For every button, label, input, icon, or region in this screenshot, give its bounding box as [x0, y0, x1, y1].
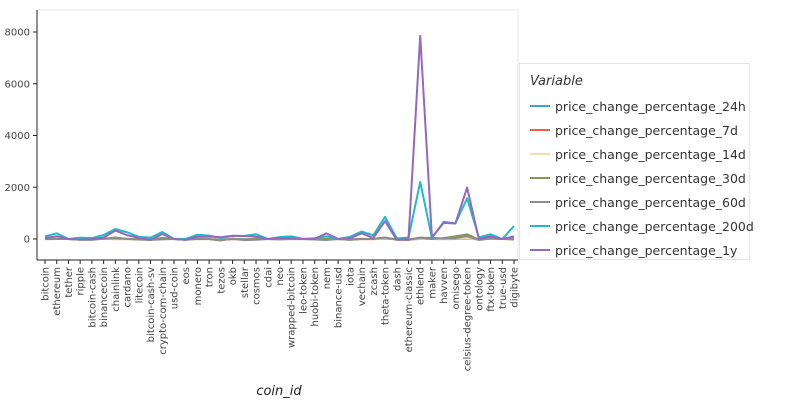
legend-item[interactable]: price_change_percentage_7d: [530, 120, 738, 140]
x-tick-label: huobi-token: [310, 267, 321, 327]
legend-swatch: [530, 249, 550, 251]
x-tick-label: celsius-degree-token: [463, 267, 474, 371]
legend-swatch: [530, 225, 550, 227]
x-tick-label: bitcoin-cash: [87, 267, 98, 328]
x-tick-label: zcash: [369, 267, 380, 295]
legend-swatch: [530, 105, 550, 107]
legend-swatch: [530, 201, 550, 203]
x-tick-label: tron: [205, 267, 216, 287]
x-tick-label: litecoin: [134, 267, 145, 303]
x-tick-label: ontology: [474, 267, 485, 311]
x-tick-label: leo-token: [298, 267, 309, 314]
x-tick-label: omisego: [451, 267, 462, 309]
y-tick-label: 0: [24, 235, 30, 246]
legend-label: price_change_percentage_30d: [555, 170, 746, 186]
x-tick-label: chainlink: [111, 267, 122, 312]
y-tick-label: 2000: [5, 183, 30, 194]
x-tick-label: okb: [228, 267, 239, 285]
x-axis: bitcoin ethereum tether ripple bitcoin-cash b…: [37, 259, 521, 371]
x-tick-label: ripple: [76, 267, 87, 296]
legend-item[interactable]: price_change_percentage_1y: [530, 240, 737, 260]
legend-item[interactable]: price_change_percentage_14d: [530, 144, 746, 164]
legend-swatch: [530, 153, 550, 155]
series-line-price_change_percentage_60d: [44, 235, 515, 242]
x-axis-title: coin_id: [256, 384, 302, 399]
x-tick-label: iota: [345, 267, 356, 286]
x-tick-label: theta-token: [381, 267, 392, 325]
legend-label: price_change_percentage_1y: [555, 242, 738, 258]
x-tick-label: digibyte: [510, 267, 521, 308]
legend-item[interactable]: price_change_percentage_200d: [530, 216, 754, 236]
x-tick-label: monero: [193, 267, 204, 305]
x-tick-label: cdai: [263, 267, 274, 288]
x-tick-label: binancecoin: [99, 267, 110, 327]
x-tick-label: tether: [64, 266, 75, 297]
y-axis: 0 2000 4000 6000 8000: [5, 10, 38, 260]
x-tick-label: bitcoin: [41, 267, 52, 301]
x-tick-label: true-usd: [498, 267, 509, 309]
x-tick-label: cardano: [123, 267, 134, 308]
x-tick-label: dash: [392, 267, 403, 291]
x-tick-label: ethlend: [416, 267, 427, 305]
x-tick-label: ethereum-classic: [404, 267, 415, 352]
legend-item[interactable]: price_change_percentage_24h: [530, 96, 746, 116]
x-tick-label: wrapped-bitcoin: [287, 267, 298, 348]
x-tick-label: crypto-com-chain: [158, 267, 169, 355]
x-tick-label: ethereum: [52, 267, 63, 316]
legend-swatch: [530, 129, 550, 131]
x-tick-label: cosmos: [252, 267, 263, 305]
legend-item[interactable]: price_change_percentage_30d: [530, 168, 746, 188]
y-tick-label: 4000: [5, 131, 30, 142]
x-tick-label: ftx-token: [486, 267, 497, 312]
x-tick-label: vechain: [357, 267, 368, 306]
y-tick-label: 8000: [5, 28, 30, 39]
legend-label: price_change_percentage_200d: [555, 218, 754, 234]
legend-label: price_change_percentage_7d: [555, 122, 738, 138]
legend-title: Variable: [530, 74, 583, 89]
legend-item[interactable]: price_change_percentage_60d: [530, 192, 746, 212]
series-layer: [44, 34, 515, 242]
series-line-price_change_percentage_1y: [44, 34, 515, 241]
y-tick-label: 6000: [5, 79, 30, 90]
legend-label: price_change_percentage_60d: [555, 194, 746, 210]
x-tick-label: neo: [275, 267, 286, 286]
legend-swatch: [530, 177, 550, 179]
x-tick-label: stellar: [240, 266, 251, 298]
legend-label: price_change_percentage_14d: [555, 146, 746, 162]
x-tick-label: tezos: [216, 267, 227, 294]
x-tick-label: eos: [181, 267, 192, 284]
x-tick-label: usd-coin: [169, 267, 180, 309]
legend-label: price_change_percentage_24h: [555, 98, 746, 114]
x-tick-label: havven: [439, 267, 450, 304]
x-tick-label: maker: [427, 266, 438, 298]
x-tick-label: binance-usd: [334, 267, 345, 328]
x-tick-label: bitcoin-cash-sv: [146, 267, 157, 342]
x-tick-label: nem: [322, 267, 333, 289]
